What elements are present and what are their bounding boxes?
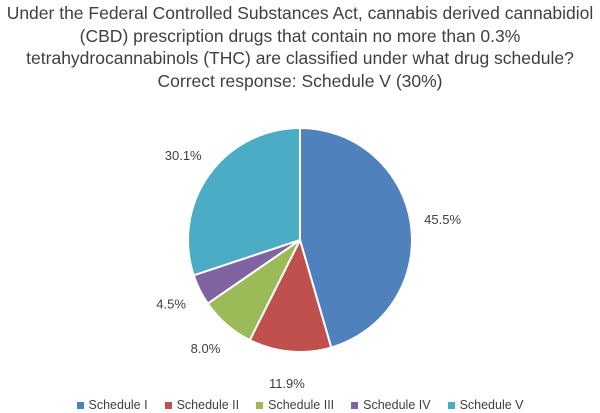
- legend-item-schedule-i: Schedule I: [76, 398, 148, 412]
- legend-item-schedule-iii: Schedule III: [256, 398, 334, 412]
- data-label-schedule-i: 45.5%: [424, 212, 461, 227]
- chart-legend: Schedule I Schedule II Schedule III Schedul…: [0, 398, 600, 412]
- legend-item-schedule-v: Schedule V: [447, 398, 524, 412]
- legend-swatch-schedule-ii: [164, 401, 172, 409]
- legend-swatch-schedule-i: [76, 401, 84, 409]
- chart-title-line-3: tetrahydrocannabinols (THC) are classifi…: [26, 48, 574, 68]
- legend-label-schedule-iv: Schedule IV: [363, 398, 431, 412]
- chart-title-line-2: (CBD) prescription drugs that contain no…: [79, 25, 521, 46]
- data-label-schedule-iv: 4.5%: [156, 297, 186, 312]
- chart-title: Under the Federal Controlled Substances …: [0, 2, 600, 92]
- legend-label-schedule-ii: Schedule II: [176, 398, 240, 412]
- legend-label-schedule-iii: Schedule III: [268, 398, 335, 412]
- pie-slice-schedule-i: [299, 126, 413, 349]
- legend-label-schedule-i: Schedule I: [88, 398, 148, 412]
- data-label-schedule-v: 30.1%: [165, 148, 202, 163]
- chart-title-line-4: Correct response: Schedule V (30%): [157, 70, 443, 91]
- legend-item-schedule-ii: Schedule II: [164, 398, 240, 412]
- data-label-schedule-iii: 8.0%: [191, 341, 221, 356]
- legend-label-schedule-v: Schedule V: [459, 398, 524, 412]
- pie-slice-schedule-ii: [248, 237, 333, 353]
- data-label-schedule-ii: 11.9%: [269, 376, 305, 391]
- chart-title-line-1: Under the Federal Controlled Substances …: [6, 3, 594, 23]
- legend-swatch-schedule-iv: [351, 401, 359, 409]
- legend-swatch-schedule-iii: [256, 401, 264, 409]
- legend-swatch-schedule-v: [447, 401, 455, 409]
- pie-slice-schedule-v: [187, 126, 301, 277]
- legend-item-schedule-iv: Schedule IV: [351, 398, 431, 412]
